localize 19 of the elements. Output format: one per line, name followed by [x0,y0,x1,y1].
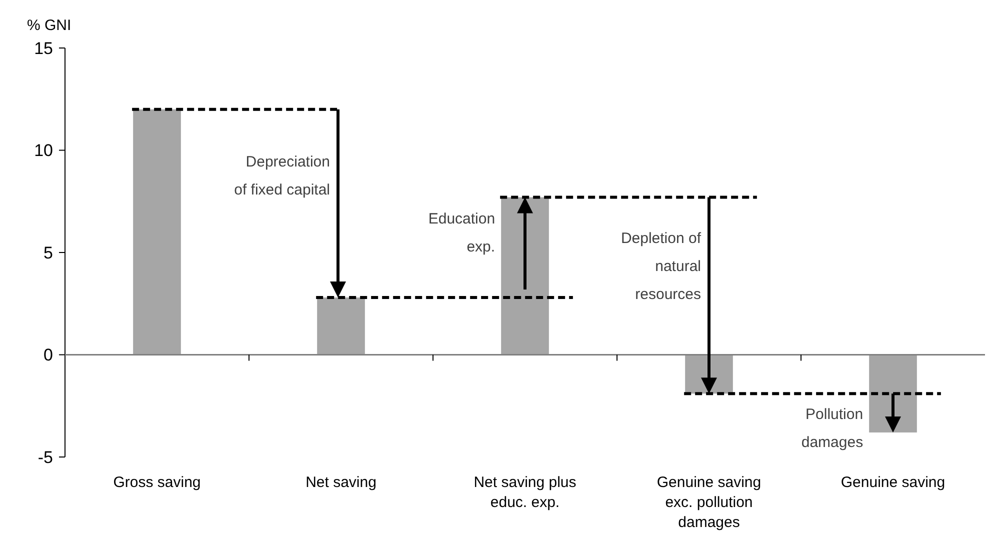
x-tick-label: Genuine saving exc. pollution damages [656,474,762,531]
annotation: Pollution damages [801,406,864,451]
x-tick-label: Net saving [306,474,376,491]
annotation: Depletion of natural resources [620,230,702,304]
x-tick-label: Gross saving [113,474,201,491]
annotation: Education exp. [428,210,496,256]
x-tick-label: Genuine saving [840,474,946,491]
x-tick-label: Net saving plus educ. exp. [474,474,576,511]
y-tick-label: 10 [34,141,53,160]
y-tick-label: 5 [44,243,53,262]
y-tick-label: 15 [34,38,53,58]
y-tick-label: -5 [38,448,53,467]
y-tick-label: 0 [44,346,53,365]
bar [317,297,365,355]
bar [133,109,181,355]
bar [869,354,917,432]
annotation: Depreciation of fixed capital [234,153,330,198]
y-axis-title: % GNI [27,17,72,34]
bar [501,197,549,355]
